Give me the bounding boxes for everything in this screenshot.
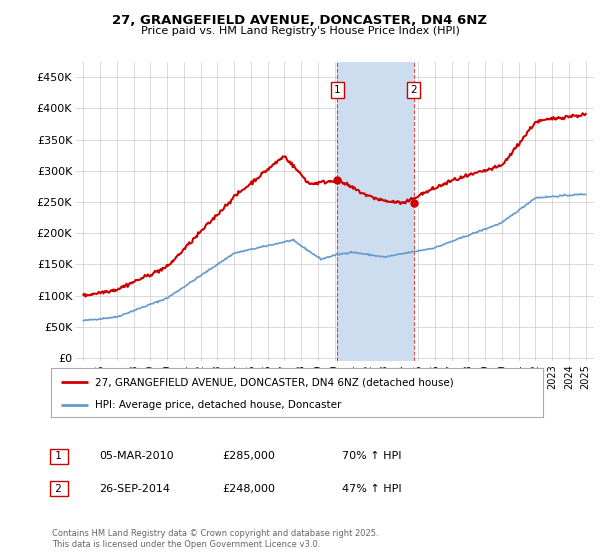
Text: 2: 2 <box>410 85 417 95</box>
Text: Price paid vs. HM Land Registry's House Price Index (HPI): Price paid vs. HM Land Registry's House … <box>140 26 460 36</box>
Text: 27, GRANGEFIELD AVENUE, DONCASTER, DN4 6NZ: 27, GRANGEFIELD AVENUE, DONCASTER, DN4 6… <box>113 14 487 27</box>
Text: 70% ↑ HPI: 70% ↑ HPI <box>342 451 401 461</box>
Text: £285,000: £285,000 <box>222 451 275 461</box>
Text: 2: 2 <box>52 484 65 494</box>
Text: Contains HM Land Registry data © Crown copyright and database right 2025.
This d: Contains HM Land Registry data © Crown c… <box>52 529 379 549</box>
Bar <box>337 62 413 361</box>
Text: 1: 1 <box>334 85 341 95</box>
Text: HPI: Average price, detached house, Doncaster: HPI: Average price, detached house, Donc… <box>95 400 341 410</box>
Text: 05-MAR-2010: 05-MAR-2010 <box>99 451 173 461</box>
Text: 1: 1 <box>52 451 65 461</box>
Text: 26-SEP-2014: 26-SEP-2014 <box>99 484 170 494</box>
Text: 47% ↑ HPI: 47% ↑ HPI <box>342 484 401 494</box>
Text: £248,000: £248,000 <box>222 484 275 494</box>
Text: 27, GRANGEFIELD AVENUE, DONCASTER, DN4 6NZ (detached house): 27, GRANGEFIELD AVENUE, DONCASTER, DN4 6… <box>95 377 454 387</box>
